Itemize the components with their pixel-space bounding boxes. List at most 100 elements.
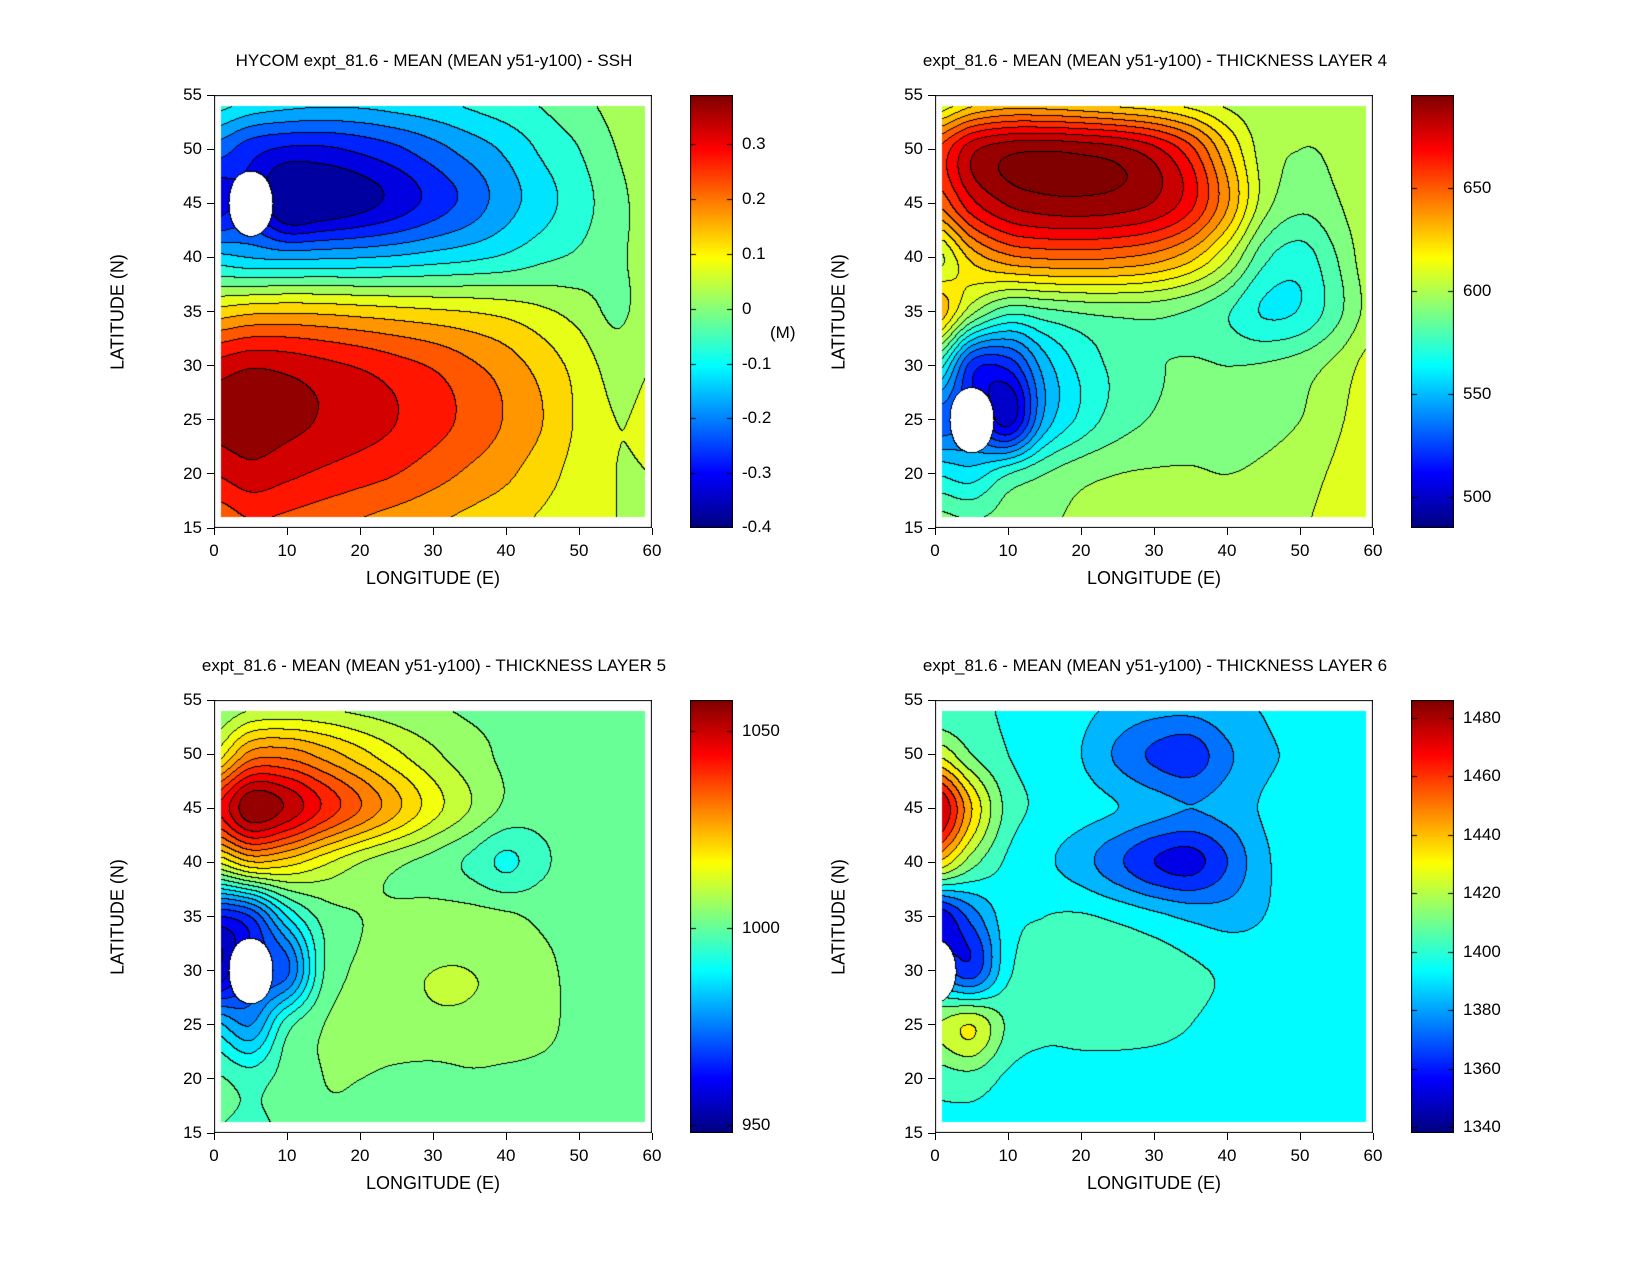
colorbar-tick-label: 0.2 [742,189,766,208]
y-tick-label: 55 [183,690,202,709]
x-tick-label: 0 [209,1146,219,1165]
colorbar-tick-label: 1440 [1463,825,1501,844]
y-tick-label: 55 [183,85,202,104]
y-tick-mark [928,1132,935,1134]
x-tick-label: 50 [1290,1146,1310,1165]
y-tick-mark [207,1078,214,1080]
x-tick-mark [1226,528,1228,535]
y-tick-label: 45 [183,193,202,213]
x-tick-label: 20 [1071,1146,1091,1165]
y-tick-mark [207,527,214,529]
contour-plot-canvas [935,700,1373,1133]
y-tick-label: 15 [904,518,923,537]
y-tick-mark [207,916,214,917]
y-tick-label: 50 [904,744,923,764]
y-tick-label: 15 [183,1123,202,1142]
x-tick-label: 10 [277,541,297,560]
colorbar-tick-label: 650 [1463,178,1492,197]
y-tick-label: 15 [183,518,202,537]
x-tick-mark [1080,528,1082,535]
x-tick-label: 10 [998,541,1018,560]
y-tick-label: 25 [904,1014,923,1034]
x-axis-label: LONGITUDE (E) [365,1173,500,1193]
x-tick-label: 40 [1217,541,1237,560]
y-tick-mark [207,419,214,421]
x-tick-label: 60 [642,1146,662,1165]
x-tick-mark [578,1133,580,1140]
x-tick-label: 40 [496,541,516,560]
y-tick-mark [928,365,935,367]
x-tick-label: 0 [930,1146,940,1165]
y-tick-label: 35 [183,301,202,321]
colorbar-tick-label: -0.1 [742,354,772,373]
y-tick-mark [928,753,935,755]
y-tick-label: 55 [904,85,923,104]
colorbar-tick-label: 1360 [1463,1059,1501,1078]
y-tick-label: 40 [183,852,202,872]
x-tick-mark [1226,1133,1228,1140]
x-tick-label: 20 [350,1146,370,1165]
y-tick-mark [928,1024,935,1026]
y-tick-label: 20 [904,1068,923,1088]
y-tick-label: 30 [183,960,202,980]
y-tick-mark [928,861,935,863]
x-tick-label: 60 [642,541,662,560]
y-tick-label: 50 [904,139,923,159]
colorbar-tick-label: 1340 [1463,1117,1501,1136]
x-tick-mark [505,528,507,535]
x-tick-mark [213,528,215,535]
x-tick-mark [432,1133,434,1140]
y-tick-mark [207,473,214,475]
x-tick-mark [1372,528,1374,535]
x-tick-mark [359,528,361,535]
y-tick-mark [207,699,214,701]
x-tick-label: 40 [496,1146,516,1165]
x-tick-mark [934,528,936,535]
y-tick-mark [928,699,935,701]
x-tick-mark [651,528,653,535]
x-tick-mark [286,528,288,535]
x-tick-mark [432,528,434,535]
colorbar-tick-label: 0.3 [742,134,766,153]
x-tick-mark [1153,1133,1155,1140]
y-tick-mark [928,148,935,150]
x-axis-label: LONGITUDE (E) [1086,568,1221,588]
x-tick-label: 0 [209,541,219,560]
panel-title: expt_81.6 - MEAN (MEAN y51-y100) - THICK… [922,51,1388,70]
y-tick-label: 45 [904,798,923,818]
y-tick-mark [928,473,935,475]
y-axis-label: LATITUDE (N) [107,858,128,975]
x-tick-label: 50 [569,1146,589,1165]
y-tick-label: 35 [183,906,202,926]
y-tick-label: 25 [183,1014,202,1034]
y-tick-label: 40 [183,247,202,267]
x-tick-mark [651,1133,653,1140]
y-tick-label: 55 [904,690,923,709]
colorbar-tick-label: 1400 [1463,942,1501,961]
y-tick-label: 50 [183,139,202,159]
y-tick-label: 30 [904,355,923,375]
colorbar-tick-label: 1420 [1463,883,1501,902]
y-tick-mark [207,311,214,312]
y-tick-label: 40 [904,852,923,872]
y-tick-mark [207,365,214,367]
colorbar-tick-label: 0 [742,299,752,318]
y-tick-label: 30 [904,960,923,980]
y-tick-mark [207,753,214,755]
y-tick-mark [207,256,214,258]
x-tick-mark [213,1133,215,1140]
y-tick-mark [928,419,935,421]
y-tick-label: 50 [183,744,202,764]
colorbar-canvas [690,700,733,1133]
x-tick-label: 0 [930,541,940,560]
x-tick-mark [1007,1133,1009,1140]
contour-plot-canvas [935,95,1373,528]
x-tick-mark [1299,528,1301,535]
panel-thickness-layer-5: expt_81.6 - MEAN (MEAN y51-y100) - THICK… [108,656,780,1193]
x-tick-label: 30 [423,541,443,560]
colorbar-tick-label: 1460 [1463,766,1501,785]
colorbar-canvas [1411,95,1454,528]
colorbar-canvas [1411,700,1454,1133]
colorbar-tick-label: 950 [742,1115,771,1134]
y-tick-mark [207,202,214,204]
